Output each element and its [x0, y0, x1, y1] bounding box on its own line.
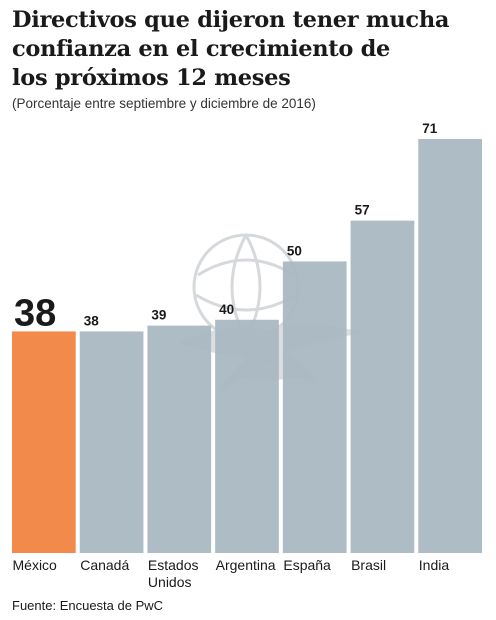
chart-title-line: los próximos 12 meses: [12, 65, 291, 91]
bar-value-label: 40: [219, 302, 234, 317]
bar: [418, 139, 482, 553]
category-label-line: México: [13, 557, 58, 573]
chart-title: Directivos que dijeron tener mucha confi…: [12, 6, 484, 93]
bar: [350, 220, 415, 553]
bar-value-label: 38: [84, 313, 100, 328]
chart-title-line: Directivos que dijeron tener mucha: [12, 7, 450, 33]
bar: [147, 325, 212, 553]
bar: [282, 261, 347, 553]
category-label: Argentina: [216, 557, 276, 573]
category-label: Estados Unidos: [148, 557, 199, 590]
bar: [215, 319, 279, 553]
category-label: España: [283, 557, 331, 573]
category-label-line: Canadá: [80, 557, 129, 573]
category-label-line: Brasil: [351, 557, 386, 573]
bar-value-label: 39: [151, 308, 166, 323]
category-label: Brasil: [351, 557, 386, 573]
bar-value-label: 71: [422, 121, 438, 136]
chart-subtitle: (Porcentaje entre septiembre y diciembre…: [12, 96, 316, 111]
category-label: Canadá: [80, 557, 129, 573]
category-label-line: India: [419, 557, 450, 573]
bar-value-label: 57: [355, 203, 370, 218]
bar: [79, 331, 144, 553]
chart-title-line: confianza en el crecimiento de: [12, 36, 391, 62]
bar: [12, 331, 76, 553]
category-label-line: Argentina: [216, 557, 276, 573]
category-label: India: [419, 557, 450, 573]
chart-source: Fuente: Encuesta de PwC: [12, 598, 164, 613]
category-label-line: España: [283, 557, 331, 573]
category-label: México: [13, 557, 58, 573]
bar-value-label: 50: [287, 243, 302, 258]
category-label-line: Estados: [148, 557, 199, 573]
bar-value-label: 38: [14, 292, 56, 334]
category-label-line: Unidos: [148, 574, 192, 590]
